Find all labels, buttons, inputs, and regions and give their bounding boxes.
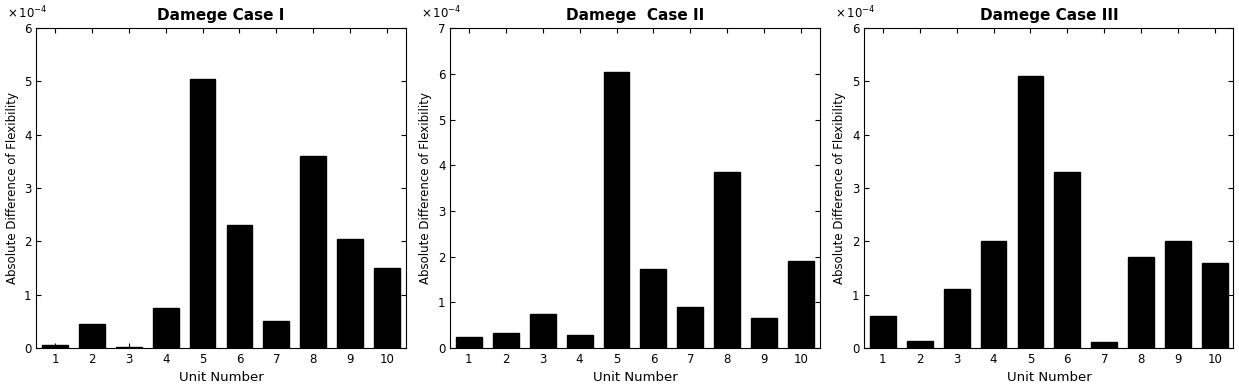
Title: Damege Case I: Damege Case I xyxy=(157,8,285,23)
Bar xyxy=(530,314,555,348)
Y-axis label: Absolute Difference of Flexibility: Absolute Difference of Flexibility xyxy=(420,92,432,284)
Text: $\times\,10^{-4}$: $\times\,10^{-4}$ xyxy=(7,5,47,22)
Bar xyxy=(980,241,1006,348)
Bar xyxy=(715,172,740,348)
Bar xyxy=(566,335,592,348)
Bar xyxy=(1054,172,1080,348)
Bar xyxy=(152,308,178,348)
Bar xyxy=(337,239,363,348)
Bar xyxy=(1092,342,1118,348)
X-axis label: Unit Number: Unit Number xyxy=(1006,371,1092,385)
Bar xyxy=(264,321,290,348)
Bar xyxy=(1202,263,1228,348)
Title: Damege  Case II: Damege Case II xyxy=(566,8,704,23)
Bar xyxy=(227,225,253,348)
Bar xyxy=(641,269,667,348)
Bar xyxy=(678,307,704,348)
Bar xyxy=(115,347,141,348)
Bar xyxy=(456,337,482,348)
Y-axis label: Absolute Difference of Flexibility: Absolute Difference of Flexibility xyxy=(5,92,19,284)
Bar xyxy=(603,72,629,348)
Bar xyxy=(300,156,326,348)
X-axis label: Unit Number: Unit Number xyxy=(178,371,264,385)
Bar xyxy=(1165,241,1191,348)
Bar xyxy=(190,79,216,348)
Y-axis label: Absolute Difference of Flexibility: Absolute Difference of Flexibility xyxy=(834,92,846,284)
Bar xyxy=(751,318,777,348)
Title: Damege Case III: Damege Case III xyxy=(980,8,1118,23)
Bar xyxy=(79,324,105,348)
Bar xyxy=(870,316,896,348)
Text: $\times\,10^{-4}$: $\times\,10^{-4}$ xyxy=(421,5,461,22)
Bar xyxy=(1129,257,1154,348)
Bar xyxy=(788,261,814,348)
Text: $\times\,10^{-4}$: $\times\,10^{-4}$ xyxy=(835,5,875,22)
Bar xyxy=(944,289,970,348)
Bar xyxy=(907,341,933,348)
Bar xyxy=(1017,76,1043,348)
X-axis label: Unit Number: Unit Number xyxy=(592,371,678,385)
Bar xyxy=(493,333,519,348)
Bar xyxy=(42,346,68,348)
Bar xyxy=(374,268,400,348)
